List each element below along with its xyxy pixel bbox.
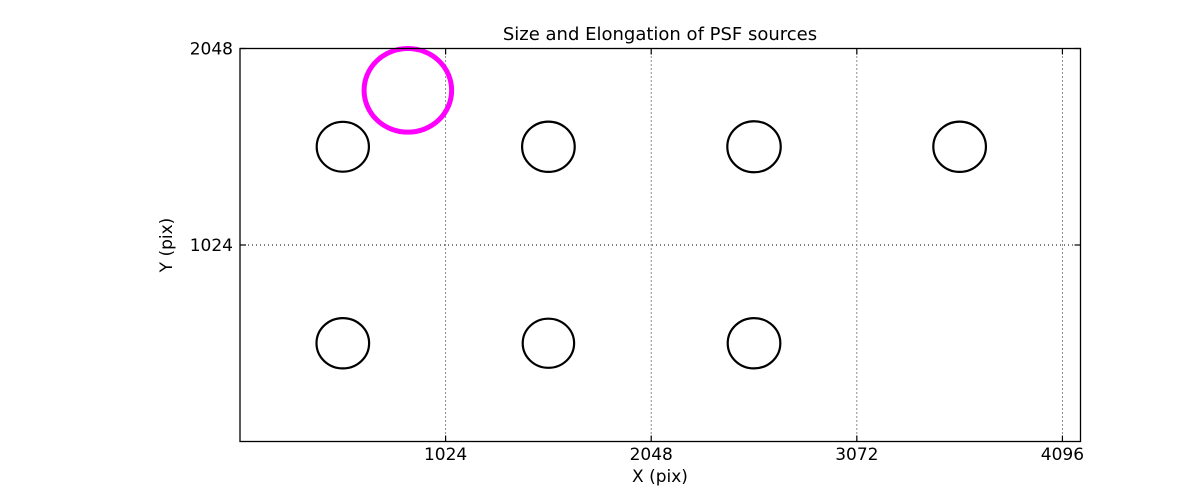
psf-ellipse [315, 317, 371, 370]
x-axis-label: X (pix) [632, 467, 688, 487]
outlier-psf-ellipse [361, 46, 455, 135]
x-tick-label: 3072 [835, 445, 878, 465]
x-tick-label: 4096 [1041, 445, 1084, 465]
psf-ellipse [521, 120, 576, 173]
y-tick-label: 2048 [190, 40, 233, 60]
y-tick-label: 1024 [190, 236, 233, 256]
psf-ellipse [315, 120, 371, 173]
x-tick-labels: 1024 2048 3072 4096 [424, 445, 1084, 465]
x-tick-label: 1024 [424, 445, 467, 465]
psf-ellipse [932, 120, 988, 173]
y-tick-labels: 1024 2048 [190, 40, 233, 257]
psf-ellipse [521, 317, 576, 369]
psf-ellipse [726, 120, 782, 174]
y-axis-label: Y (pix) [157, 218, 177, 274]
plot-title: Size and Elongation of PSF sources [503, 24, 817, 45]
psf-ellipses [315, 46, 988, 370]
x-tick-label: 2048 [630, 445, 673, 465]
psf-ellipse [726, 317, 782, 370]
plot-border [239, 47, 1082, 443]
